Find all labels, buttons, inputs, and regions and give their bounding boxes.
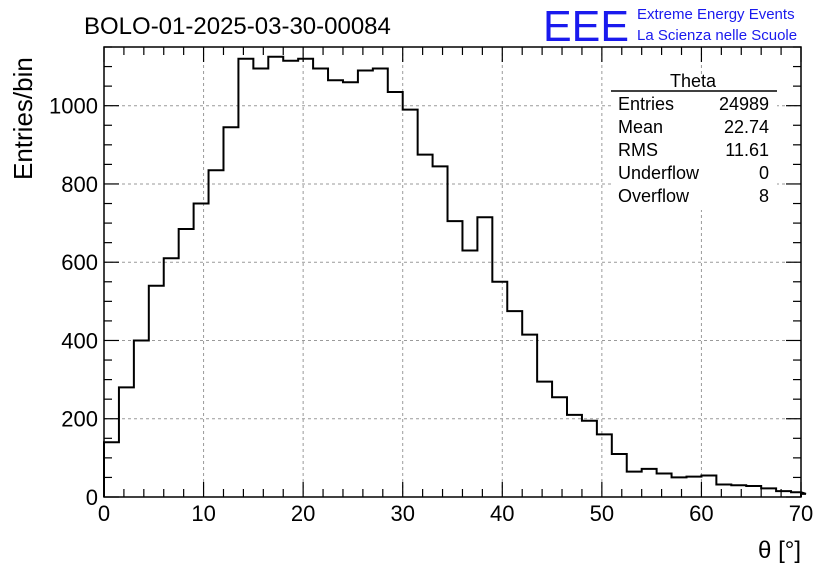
logo-line2: La Scienza nelle Scuole [637,27,797,44]
stats-box: Theta Entries 24989 Mean 22.74 RMS 11.61 Under… [611,71,777,210]
chart-title: BOLO-01-2025-03-30-00084 [84,13,391,40]
y-tick-labels: 0 200 400 600 800 1000 [49,94,98,510]
stats-box-title: Theta [670,71,717,91]
x-tick-label: 20 [291,501,315,526]
y-tick-label: 1000 [49,94,98,119]
logo-line1: Extreme Energy Events [637,6,795,23]
logo-text: EEE [543,2,629,51]
stats-box-rows: Entries 24989 Mean 22.74 RMS 11.61 Underflow 0 O… [618,94,769,206]
y-tick-label: 400 [61,328,98,353]
y-tick-label: 800 [61,172,98,197]
axis-ticks [103,46,802,498]
y-tick-label: 0 [86,485,98,510]
y-tick-label: 600 [61,250,98,275]
x-tick-label: 30 [390,501,414,526]
x-tick-labels: 0 10 20 30 40 50 60 70 [98,501,813,526]
x-tick-label: 60 [689,501,713,526]
stats-box-bg [611,75,777,210]
x-axis-label: θ [°] [758,537,801,564]
x-tick-label: 0 [98,501,110,526]
stats-row-label: RMS [618,140,658,160]
x-tick-label: 70 [789,501,813,526]
y-tick-label: 200 [61,407,98,432]
plot-frame [103,46,802,498]
x-tick-label: 50 [590,501,614,526]
x-tick-label: 40 [490,501,514,526]
stats-row-label: Mean [618,117,663,137]
stats-row-label: Entries [618,94,674,114]
stats-row-value: 8 [759,186,769,206]
stats-row-value: 24989 [719,94,769,114]
eee-logo: EEE Extreme Energy Events La Scienza nel… [543,2,797,51]
x-tick-label: 10 [191,501,215,526]
stats-row-value: 11.61 [725,140,769,160]
stats-row-label: Underflow [618,163,700,183]
histogram-outline [103,55,807,497]
stats-row-value: 0 [759,163,769,183]
stats-row-value: 22.74 [724,117,769,137]
stats-row-label: Overflow [618,186,690,206]
y-axis-label: Entries/bin [8,57,38,180]
